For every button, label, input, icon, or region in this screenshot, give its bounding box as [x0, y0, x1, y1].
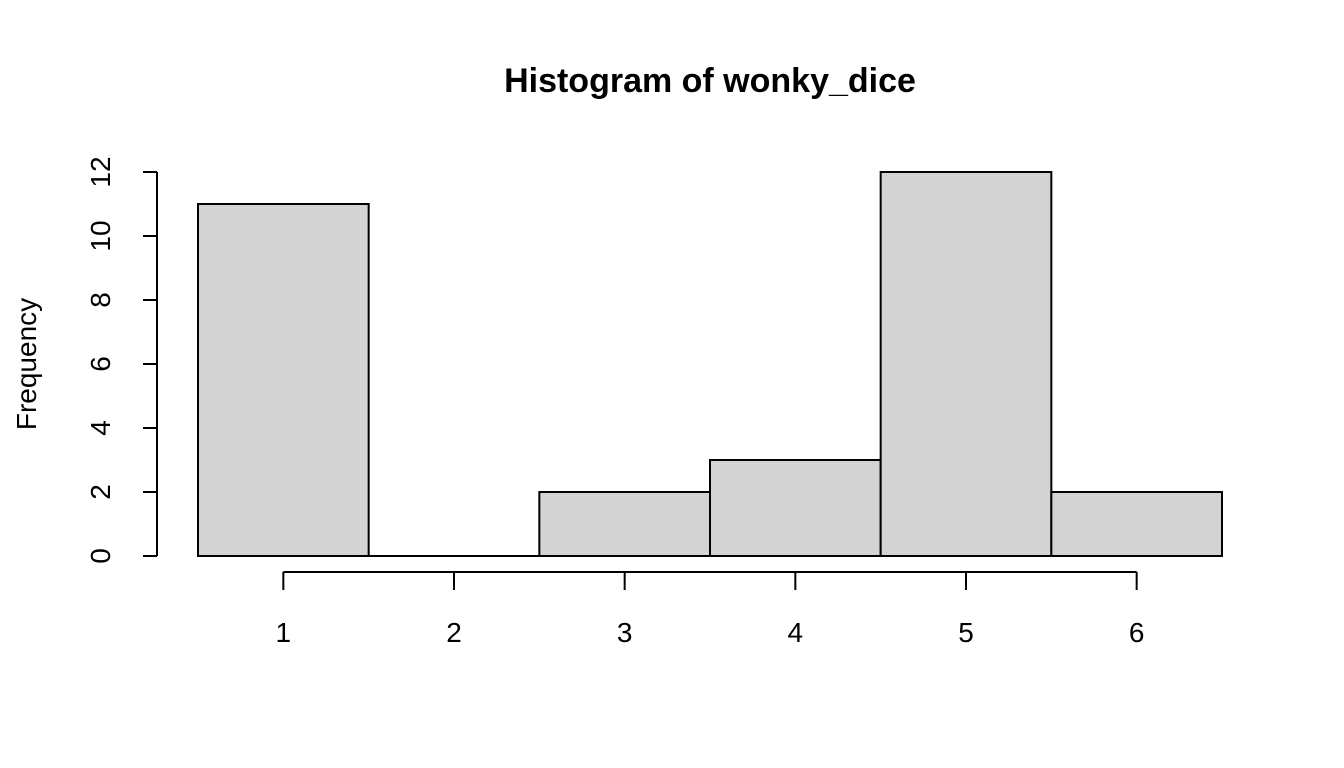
bars-group: [197, 171, 1224, 557]
y-tick-label: 8: [85, 292, 116, 308]
histogram-bar: [709, 459, 882, 557]
chart-title: Histogram of wonky_dice: [504, 62, 916, 100]
y-tick-label: 2: [85, 484, 116, 500]
x-axis: 1 2 3 4 5 6: [276, 571, 1145, 648]
histogram-bar: [197, 203, 370, 557]
y-tick-label: 6: [85, 356, 116, 372]
y-axis: 0 2 4 6 8 10 12: [85, 156, 158, 564]
y-tick-label: 0: [85, 548, 116, 564]
x-tick-label: 4: [788, 617, 804, 648]
x-tick-label: 5: [958, 617, 974, 648]
x-tick-label: 1: [276, 617, 292, 648]
y-tick-label: 4: [85, 420, 116, 436]
histogram-bar: [879, 171, 1053, 557]
x-tick-label: 6: [1129, 617, 1145, 648]
histogram-bar: [1050, 491, 1224, 557]
x-tick-label: 2: [446, 617, 462, 648]
histogram-bar: [538, 491, 711, 557]
y-axis-label: Frequency: [11, 298, 42, 430]
y-tick-label: 10: [85, 220, 116, 251]
x-tick-label: 3: [617, 617, 633, 648]
y-tick-label: 12: [85, 156, 116, 187]
